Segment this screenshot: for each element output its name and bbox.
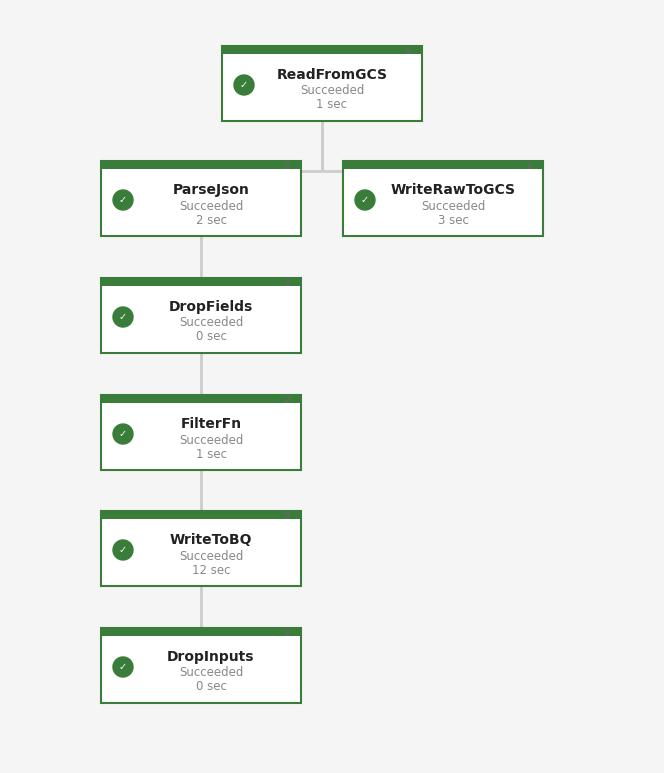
Text: ∨: ∨: [282, 159, 291, 172]
Text: ✓: ✓: [119, 195, 127, 205]
Text: ∨: ∨: [404, 44, 412, 57]
Text: ∨: ∨: [525, 159, 534, 172]
Text: ∨: ∨: [282, 509, 291, 522]
Circle shape: [113, 307, 133, 327]
FancyBboxPatch shape: [101, 278, 301, 285]
Circle shape: [355, 190, 375, 210]
Text: WriteToBQ: WriteToBQ: [170, 533, 252, 547]
FancyBboxPatch shape: [101, 278, 301, 352]
Circle shape: [113, 540, 133, 560]
Text: ✓: ✓: [119, 662, 127, 672]
Text: ✓: ✓: [119, 312, 127, 322]
Text: WriteRawToGCS: WriteRawToGCS: [390, 183, 515, 197]
FancyBboxPatch shape: [343, 161, 543, 169]
Text: Succeeded: Succeeded: [179, 550, 243, 563]
Text: ✓: ✓: [119, 429, 127, 439]
Text: 1 sec: 1 sec: [317, 98, 347, 111]
Text: FilterFn: FilterFn: [181, 417, 242, 431]
Text: ReadFromGCS: ReadFromGCS: [276, 68, 388, 82]
FancyBboxPatch shape: [101, 510, 301, 519]
FancyBboxPatch shape: [101, 394, 301, 469]
Text: ✓: ✓: [361, 195, 369, 205]
Text: ParseJson: ParseJson: [173, 183, 250, 197]
FancyBboxPatch shape: [101, 628, 301, 635]
Text: 0 sec: 0 sec: [196, 680, 226, 693]
FancyBboxPatch shape: [101, 161, 301, 236]
Text: 12 sec: 12 sec: [192, 564, 230, 577]
Circle shape: [113, 424, 133, 444]
Text: ✓: ✓: [119, 545, 127, 555]
Circle shape: [234, 75, 254, 95]
FancyBboxPatch shape: [222, 46, 422, 121]
Text: 3 sec: 3 sec: [438, 213, 468, 226]
Text: 0 sec: 0 sec: [196, 331, 226, 343]
Text: 1 sec: 1 sec: [195, 448, 226, 461]
FancyBboxPatch shape: [222, 46, 422, 53]
Circle shape: [113, 657, 133, 677]
Text: Succeeded: Succeeded: [179, 666, 243, 679]
FancyBboxPatch shape: [101, 161, 301, 169]
Text: ✓: ✓: [240, 80, 248, 90]
Text: Succeeded: Succeeded: [179, 199, 243, 213]
Text: DropInputs: DropInputs: [167, 650, 255, 664]
Text: Succeeded: Succeeded: [421, 199, 485, 213]
FancyBboxPatch shape: [101, 628, 301, 703]
Text: Succeeded: Succeeded: [300, 84, 364, 97]
FancyBboxPatch shape: [101, 510, 301, 585]
Text: 2 sec: 2 sec: [195, 213, 226, 226]
Text: ∨: ∨: [282, 393, 291, 406]
Circle shape: [113, 190, 133, 210]
Text: DropFields: DropFields: [169, 300, 253, 314]
FancyBboxPatch shape: [101, 394, 301, 403]
Text: Succeeded: Succeeded: [179, 316, 243, 329]
FancyBboxPatch shape: [343, 161, 543, 236]
Text: ∨: ∨: [282, 276, 291, 289]
Text: ∨: ∨: [282, 626, 291, 639]
Text: Succeeded: Succeeded: [179, 434, 243, 447]
